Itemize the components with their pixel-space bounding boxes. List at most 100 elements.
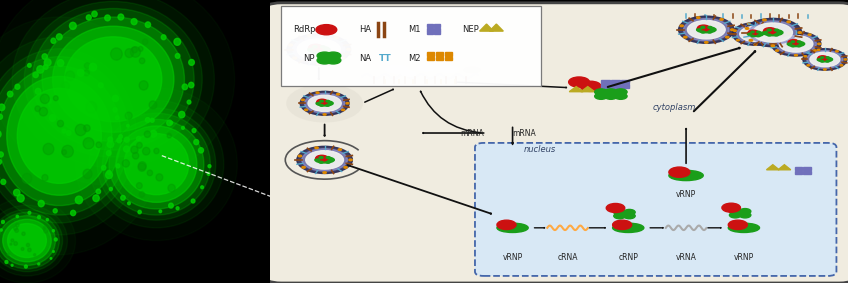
Circle shape bbox=[62, 129, 66, 133]
Ellipse shape bbox=[17, 88, 102, 183]
Circle shape bbox=[728, 220, 747, 230]
Circle shape bbox=[138, 210, 142, 214]
Circle shape bbox=[116, 164, 120, 168]
Circle shape bbox=[43, 228, 45, 230]
Bar bbox=[445, 52, 453, 56]
Circle shape bbox=[729, 212, 741, 218]
Text: cRNA: cRNA bbox=[557, 253, 577, 262]
Circle shape bbox=[751, 31, 754, 33]
Circle shape bbox=[347, 49, 350, 50]
Circle shape bbox=[75, 196, 82, 204]
Circle shape bbox=[127, 202, 131, 205]
Circle shape bbox=[840, 65, 843, 66]
Circle shape bbox=[844, 59, 847, 60]
Circle shape bbox=[26, 243, 30, 247]
Circle shape bbox=[47, 218, 48, 221]
Circle shape bbox=[118, 14, 124, 20]
Circle shape bbox=[315, 147, 318, 149]
Circle shape bbox=[739, 26, 771, 42]
Circle shape bbox=[302, 149, 348, 171]
Circle shape bbox=[181, 127, 184, 129]
Circle shape bbox=[623, 209, 635, 215]
Ellipse shape bbox=[0, 216, 55, 265]
Circle shape bbox=[191, 199, 195, 203]
Circle shape bbox=[53, 230, 54, 232]
Circle shape bbox=[198, 148, 204, 153]
Circle shape bbox=[170, 121, 173, 124]
Circle shape bbox=[119, 135, 122, 138]
Ellipse shape bbox=[103, 113, 210, 215]
Circle shape bbox=[56, 34, 62, 40]
Circle shape bbox=[8, 253, 9, 255]
Circle shape bbox=[54, 238, 57, 241]
Circle shape bbox=[10, 243, 12, 245]
Circle shape bbox=[120, 196, 126, 200]
Circle shape bbox=[806, 51, 843, 68]
Circle shape bbox=[793, 39, 796, 41]
Circle shape bbox=[614, 209, 625, 215]
Circle shape bbox=[167, 120, 172, 126]
Circle shape bbox=[153, 148, 159, 154]
Ellipse shape bbox=[463, 67, 481, 73]
Bar bbox=[427, 28, 432, 31]
Circle shape bbox=[826, 57, 829, 58]
Circle shape bbox=[65, 71, 75, 80]
Circle shape bbox=[14, 226, 18, 230]
Circle shape bbox=[771, 32, 821, 56]
Circle shape bbox=[316, 92, 319, 93]
Circle shape bbox=[131, 146, 138, 154]
Circle shape bbox=[95, 145, 99, 149]
Circle shape bbox=[15, 223, 20, 227]
Circle shape bbox=[83, 138, 94, 149]
Text: nucleus: nucleus bbox=[524, 145, 556, 154]
Circle shape bbox=[137, 136, 141, 141]
Polygon shape bbox=[778, 165, 790, 170]
Circle shape bbox=[326, 161, 330, 163]
Bar bbox=[427, 57, 434, 60]
Circle shape bbox=[44, 229, 48, 233]
Ellipse shape bbox=[308, 46, 330, 53]
Ellipse shape bbox=[0, 209, 63, 272]
Circle shape bbox=[787, 32, 790, 34]
Circle shape bbox=[317, 57, 332, 64]
Circle shape bbox=[756, 31, 760, 33]
Circle shape bbox=[808, 34, 811, 35]
Circle shape bbox=[139, 58, 145, 64]
Ellipse shape bbox=[8, 224, 47, 258]
Circle shape bbox=[43, 226, 46, 228]
Circle shape bbox=[760, 33, 763, 35]
Circle shape bbox=[77, 69, 84, 76]
Circle shape bbox=[83, 169, 92, 179]
Circle shape bbox=[93, 195, 99, 201]
Text: TT: TT bbox=[378, 54, 391, 63]
Circle shape bbox=[297, 39, 340, 60]
Circle shape bbox=[669, 167, 690, 177]
Bar bbox=[621, 84, 629, 88]
Circle shape bbox=[835, 51, 839, 52]
Circle shape bbox=[0, 229, 3, 231]
Circle shape bbox=[697, 25, 710, 31]
Circle shape bbox=[297, 146, 353, 173]
Circle shape bbox=[774, 29, 778, 31]
Circle shape bbox=[726, 36, 729, 38]
Circle shape bbox=[14, 242, 18, 245]
Circle shape bbox=[795, 55, 797, 56]
Text: vRNP: vRNP bbox=[734, 253, 754, 262]
Circle shape bbox=[614, 93, 627, 99]
Circle shape bbox=[823, 69, 826, 70]
Circle shape bbox=[708, 26, 711, 28]
Circle shape bbox=[749, 39, 753, 41]
Circle shape bbox=[614, 213, 625, 219]
Circle shape bbox=[326, 100, 329, 102]
Circle shape bbox=[15, 84, 20, 89]
Circle shape bbox=[188, 82, 194, 88]
Circle shape bbox=[313, 51, 317, 53]
Circle shape bbox=[791, 45, 795, 47]
Circle shape bbox=[801, 43, 804, 45]
Circle shape bbox=[142, 147, 150, 155]
Circle shape bbox=[42, 175, 48, 181]
Circle shape bbox=[747, 23, 750, 25]
Circle shape bbox=[317, 63, 321, 65]
Circle shape bbox=[150, 118, 154, 122]
Circle shape bbox=[678, 16, 734, 43]
